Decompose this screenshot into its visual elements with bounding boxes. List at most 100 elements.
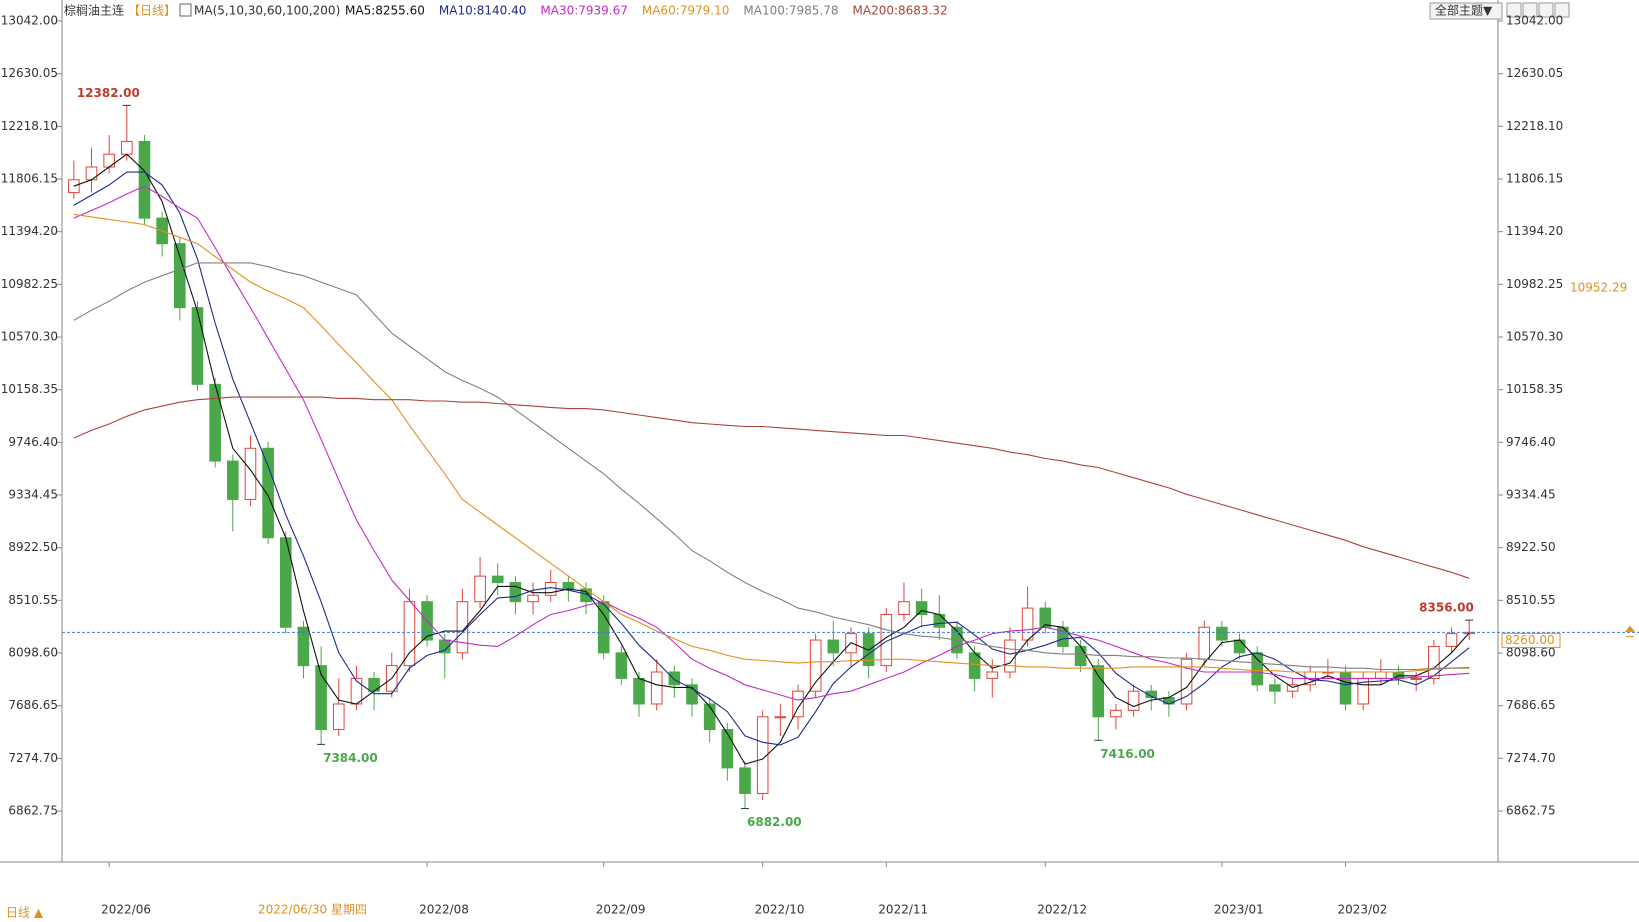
candle-body: [315, 665, 327, 731]
tool-icon[interactable]: [1522, 2, 1538, 18]
candle-body: [1110, 709, 1122, 718]
indicator: MA(5,10,30,60,100,200): [194, 4, 340, 18]
extreme-label: 12382.00: [77, 86, 140, 100]
y-tick-label: 7686.65: [8, 698, 58, 712]
period: 【日线】: [128, 4, 176, 18]
candle-body: [562, 582, 575, 590]
x-tick-label: 2023/01: [1214, 903, 1264, 917]
y-tick-label: 10158.35: [1, 382, 58, 396]
ma-line: [73, 396, 1470, 579]
x-tick-label: 2022/10: [755, 903, 805, 917]
y-tick-label: 10570.30: [1506, 330, 1563, 344]
candle-body: [1375, 671, 1387, 679]
candle-body: [262, 447, 274, 539]
candle-body: [1445, 633, 1458, 647]
indicator-icon[interactable]: [179, 3, 192, 17]
candle-body: [1145, 690, 1158, 699]
candle-body: [527, 594, 539, 603]
candle-body: [739, 767, 751, 794]
y-tick-label: 11394.20: [1506, 224, 1563, 238]
candle-body: [827, 639, 840, 654]
y-tick-label: 8098.60: [8, 646, 58, 660]
legend-entry: MA200:8683.32: [853, 4, 948, 18]
x-tick-label: 2022/11: [878, 903, 928, 917]
y-tick-label: 9746.40: [1506, 435, 1556, 449]
candle-body: [809, 639, 822, 692]
candle-body: [880, 613, 893, 667]
candle-body: [474, 575, 486, 603]
legend-entry: MA5:8255.60: [345, 4, 425, 18]
y-tick-label: 11394.20: [1, 224, 58, 238]
candle-body: [686, 684, 698, 705]
tool-icon[interactable]: [1538, 2, 1554, 18]
candle-body: [350, 677, 363, 705]
legend-entry: MA10:8140.40: [439, 4, 527, 18]
y-tick-label: 13042.00: [1506, 14, 1563, 28]
ma-line: [73, 213, 1470, 673]
y-tick-label: 8922.50: [8, 540, 58, 554]
candle-body: [491, 575, 504, 584]
candle-body: [297, 626, 310, 667]
candle-body: [1233, 639, 1246, 654]
candle-body: [121, 140, 133, 155]
candle-body: [1216, 626, 1228, 641]
x-tick-label: 2022/09: [596, 903, 646, 917]
candle-body: [244, 447, 257, 500]
tool-icon[interactable]: [1554, 2, 1570, 18]
y-tick-label: 6862.75: [8, 804, 58, 818]
y-tick-label: 10982.25: [1, 277, 58, 291]
candle-body: [1410, 677, 1422, 680]
y-tick-label: 12630.05: [1506, 66, 1563, 80]
candle-body: [509, 582, 522, 603]
y-tick-label: 11806.15: [1, 172, 58, 186]
crosshair-date: 2022/06/30 星期四: [258, 903, 367, 917]
candle-body: [1092, 665, 1105, 718]
footer[interactable]: 日线 ▲: [6, 906, 44, 920]
candle-body: [915, 601, 928, 615]
legend-entry: MA60:7979.10: [642, 4, 730, 18]
candle-body: [85, 166, 98, 181]
ma-line: [73, 262, 1470, 671]
chart-title: 棕榈油主连: [64, 3, 124, 18]
y-tick-label: 10158.35: [1506, 382, 1563, 396]
y-tick-label: 8922.50: [1506, 540, 1556, 554]
candle-body: [403, 601, 416, 667]
candle-body: [792, 690, 804, 718]
candle-body: [1021, 607, 1034, 641]
candle-body: [226, 460, 239, 500]
candle-body: [138, 140, 151, 219]
candle-body: [1127, 690, 1140, 711]
theme-button[interactable]: [1429, 2, 1503, 20]
last-price-box: [1501, 632, 1561, 648]
candle-body: [103, 153, 115, 168]
y-tick-label: 12218.10: [1, 119, 58, 133]
candle-body: [1180, 658, 1193, 705]
candle-body: [1004, 639, 1016, 673]
candle-body: [615, 652, 628, 679]
y-tick-label: 9334.45: [1506, 488, 1556, 502]
last-price-label: 8260.00: [1505, 633, 1555, 647]
x-tick-label: 2022/12: [1037, 903, 1087, 917]
y-tick-label: 10982.25: [1506, 277, 1563, 291]
x-tick-label: 2022/08: [419, 903, 469, 917]
y-tick-label: 12218.10: [1506, 119, 1563, 133]
extreme-label: 7416.00: [1100, 747, 1155, 761]
y-tick-label: 12630.05: [1, 66, 58, 80]
candle-body: [1074, 645, 1087, 667]
candle-body: [898, 601, 910, 615]
candle-body: [332, 703, 345, 731]
candle-body: [1286, 684, 1299, 692]
crosshair-price: 10952.29: [1570, 281, 1627, 295]
candle-body: [721, 729, 734, 769]
candle-body: [174, 243, 186, 309]
y-tick-label: 8510.55: [1506, 593, 1556, 607]
ma-line: [73, 185, 1470, 701]
legend-entry: MA100:7985.78: [743, 4, 838, 18]
candle-body: [774, 716, 787, 719]
x-tick-label: 2023/02: [1338, 903, 1388, 917]
tool-icon[interactable]: [1506, 2, 1522, 18]
candle-body: [1339, 671, 1352, 705]
theme-button-label: 全部主题▼: [1435, 3, 1493, 18]
ma-line: [73, 153, 1470, 765]
